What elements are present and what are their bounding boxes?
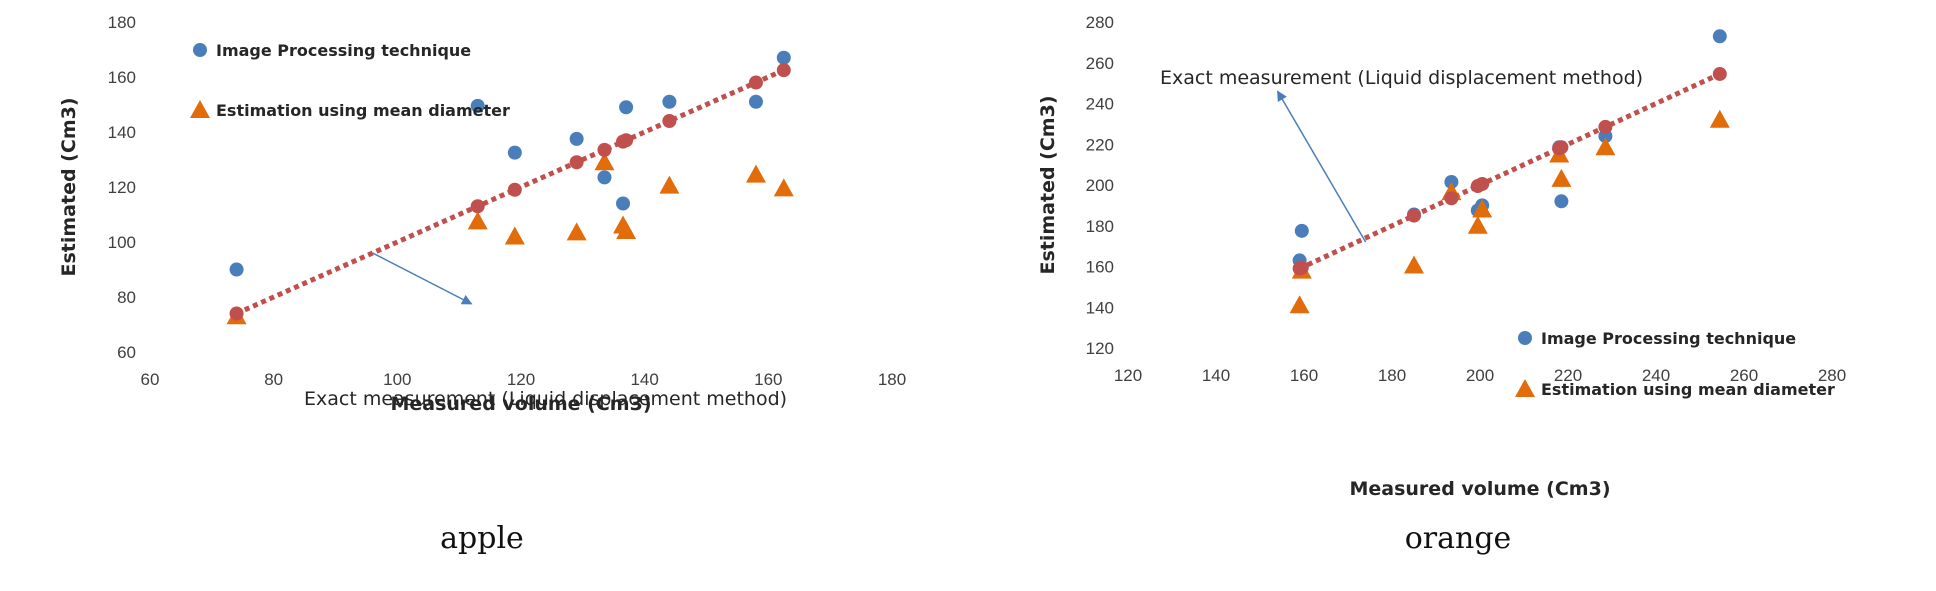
image-processing-point — [619, 100, 634, 115]
mean-diameter-point — [1404, 255, 1424, 274]
y-tick-label: 180 — [1086, 217, 1114, 236]
apple-chart: 60 80 100 120 140 160 180 60 80 100 120 140 160 180 Es… — [58, 13, 906, 556]
legend-label-image-processing: Image Processing technique — [1541, 329, 1796, 348]
y-tick-label: 140 — [1086, 298, 1114, 317]
mean-diameter-point — [773, 178, 794, 197]
x-tick-label: 140 — [630, 370, 658, 389]
image-processing-point — [597, 170, 612, 185]
mean-diameter-point — [1595, 137, 1616, 156]
x-tick-label: 120 — [507, 370, 535, 389]
x-tick-label: 160 — [1290, 366, 1318, 385]
exact-measurement-point — [597, 142, 612, 157]
mean-diameter-point — [659, 175, 680, 194]
image-processing-point — [229, 262, 244, 277]
mean-diameter-point — [1709, 109, 1730, 128]
mean-diameter-point — [1467, 215, 1488, 234]
exact-measurement-point — [470, 199, 485, 214]
legend-marker-mean-diameter — [190, 100, 210, 118]
y-tick-label: 100 — [108, 233, 136, 252]
mean-diameter-point — [504, 226, 525, 245]
x-tick-label: 80 — [264, 370, 283, 389]
x-tick-label: 140 — [1202, 366, 1230, 385]
image-processing-point — [616, 196, 631, 211]
x-tick-label: 120 — [1114, 366, 1142, 385]
legend-marker-image-processing — [1518, 331, 1532, 345]
exact-measurement-point — [229, 306, 244, 321]
image-processing-point — [1712, 29, 1727, 44]
exact-measurement-point — [1294, 260, 1309, 275]
mean-diameter-point — [616, 221, 637, 239]
mean-diameter-point — [745, 164, 766, 183]
x-tick-label: 260 — [1730, 366, 1758, 385]
exact-measurement-point — [1444, 191, 1459, 206]
y-tick-label: 140 — [108, 123, 136, 142]
y-tick-label: 280 — [1086, 13, 1114, 32]
image-processing-point — [470, 98, 485, 113]
exact-measurement-point — [1554, 140, 1569, 155]
y-tick-label: 120 — [108, 178, 136, 197]
y-tick-label: 200 — [1086, 176, 1114, 195]
y-tick-label: 160 — [108, 68, 136, 87]
annotation-text: Exact measurement (Liquid displacement m… — [1160, 67, 1643, 89]
y-tick-label: 220 — [1086, 135, 1114, 154]
y-axis-title: Estimated (Cm3) — [1037, 95, 1059, 274]
exact-measurement-point — [776, 63, 791, 78]
exact-measurement-point — [1407, 208, 1421, 223]
exact-measurement-point — [507, 182, 522, 197]
exact-measurement-point — [1475, 176, 1490, 191]
x-tick-label: 100 — [383, 370, 411, 389]
x-tick-label: 180 — [1378, 366, 1406, 385]
exact-trend-line — [1298, 71, 1721, 271]
exact-measurement-point — [662, 114, 677, 128]
exact-measurement-point — [619, 133, 634, 148]
image-processing-point — [748, 94, 763, 109]
y-tick-label: 60 — [117, 343, 136, 362]
legend-marker-image-processing — [193, 43, 207, 57]
image-processing-point — [1554, 194, 1569, 209]
annotation-text: Exact measurement (Liquid displacement m… — [304, 388, 787, 410]
y-tick-label: 120 — [1086, 339, 1114, 358]
mean-diameter-point — [566, 222, 587, 241]
mean-diameter-point — [1551, 168, 1572, 187]
mean-diameter-point — [1289, 295, 1310, 314]
legend-label-mean-diameter: Estimation using mean diameter — [1541, 380, 1835, 399]
exact-measurement-point — [1598, 119, 1613, 134]
image-processing-point — [507, 145, 522, 160]
legend-label-image-processing: Image Processing technique — [216, 41, 471, 60]
exact-measurement-point — [748, 75, 763, 90]
x-tick-label: 220 — [1554, 366, 1582, 385]
x-tick-label: 200 — [1466, 366, 1494, 385]
image-processing-point — [1294, 223, 1309, 238]
y-tick-label: 240 — [1086, 95, 1114, 114]
x-tick-label: 160 — [754, 370, 782, 389]
image-processing-point — [1444, 174, 1459, 189]
image-processing-point — [776, 50, 791, 65]
x-tick-label: 280 — [1818, 366, 1846, 385]
x-tick-label: 240 — [1642, 366, 1670, 385]
mean-diameter-point — [1472, 199, 1493, 218]
y-tick-label: 160 — [1086, 258, 1114, 277]
y-tick-label: 80 — [117, 288, 136, 307]
x-axis-title: Measured volume (Cm3) — [390, 393, 651, 415]
legend-marker-mean-diameter — [1515, 379, 1535, 397]
x-tick-label: 180 — [878, 370, 906, 389]
orange-chart: 120 140 160 180 200 220 240 260 280 120 140 160 180 2… — [1037, 13, 1846, 556]
annotation-arrow — [372, 252, 473, 305]
image-processing-point — [662, 94, 677, 109]
y-tick-label: 260 — [1086, 54, 1114, 73]
legend-label-mean-diameter: Estimation using mean diameter — [216, 101, 510, 120]
mean-diameter-point — [594, 152, 615, 171]
mean-diameter-point — [467, 211, 488, 230]
y-tick-label: 180 — [108, 13, 136, 32]
figure-caption: apple — [440, 521, 524, 556]
annotation-arrow — [1276, 90, 1367, 243]
exact-measurement-point — [569, 155, 584, 170]
x-tick-label: 60 — [141, 370, 160, 389]
image-processing-point — [569, 131, 584, 146]
y-axis-title: Estimated (Cm3) — [58, 97, 80, 276]
exact-measurement-point — [1712, 66, 1727, 81]
x-axis-title: Measured volume (Cm3) — [1349, 478, 1610, 500]
figure-caption: orange — [1405, 521, 1512, 556]
